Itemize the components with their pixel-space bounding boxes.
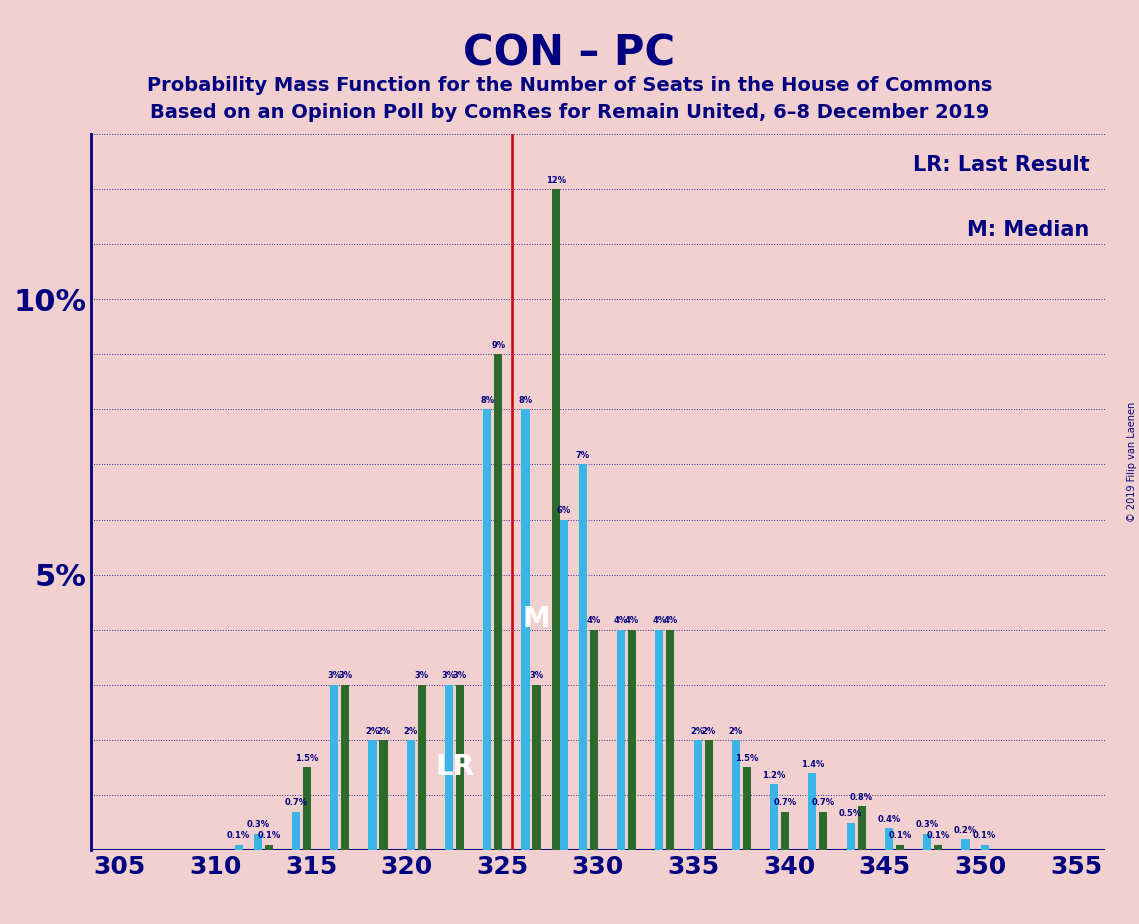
Bar <box>559 519 568 850</box>
Bar <box>445 685 453 850</box>
Bar <box>483 409 491 850</box>
Text: 4%: 4% <box>653 616 666 626</box>
Text: 3%: 3% <box>453 672 467 680</box>
Bar <box>743 768 751 850</box>
Bar <box>858 806 866 850</box>
Bar <box>628 630 637 850</box>
Bar <box>732 740 740 850</box>
Text: 7%: 7% <box>576 451 590 460</box>
Text: 2%: 2% <box>366 726 379 736</box>
Bar <box>961 839 969 850</box>
Text: CON – PC: CON – PC <box>464 32 675 74</box>
Bar <box>292 811 300 850</box>
Text: 3%: 3% <box>442 672 456 680</box>
Text: 0.3%: 0.3% <box>246 821 269 829</box>
Bar <box>522 409 530 850</box>
Bar <box>456 685 464 850</box>
Bar <box>379 740 387 850</box>
Bar <box>770 784 778 850</box>
Text: © 2019 Filip van Laenen: © 2019 Filip van Laenen <box>1126 402 1137 522</box>
Bar <box>494 354 502 850</box>
Bar <box>407 740 415 850</box>
Text: 4%: 4% <box>587 616 601 626</box>
Bar <box>551 189 559 850</box>
Bar <box>254 833 262 850</box>
Bar <box>846 822 854 850</box>
Bar <box>923 833 932 850</box>
Text: 0.1%: 0.1% <box>888 832 911 840</box>
Text: M: M <box>523 604 550 633</box>
Text: 2%: 2% <box>376 726 391 736</box>
Text: 0.1%: 0.1% <box>973 832 997 840</box>
Text: 8%: 8% <box>481 396 494 405</box>
Bar <box>532 685 541 850</box>
Text: 0.2%: 0.2% <box>953 826 977 834</box>
Text: 4%: 4% <box>614 616 629 626</box>
Bar <box>655 630 664 850</box>
Text: 2%: 2% <box>702 726 715 736</box>
Text: 0.5%: 0.5% <box>839 809 862 818</box>
Text: 1.4%: 1.4% <box>801 760 825 769</box>
Text: 3%: 3% <box>338 672 352 680</box>
Text: 0.7%: 0.7% <box>285 798 308 808</box>
Bar <box>590 630 598 850</box>
Text: 0.1%: 0.1% <box>926 832 950 840</box>
Text: Probability Mass Function for the Number of Seats in the House of Commons: Probability Mass Function for the Number… <box>147 76 992 95</box>
Text: 2%: 2% <box>690 726 705 736</box>
Text: 3%: 3% <box>530 672 543 680</box>
Bar <box>885 828 893 850</box>
Text: LR: Last Result: LR: Last Result <box>913 155 1090 176</box>
Bar <box>418 685 426 850</box>
Bar <box>896 845 904 850</box>
Text: 3%: 3% <box>327 672 342 680</box>
Text: 1.2%: 1.2% <box>762 771 786 780</box>
Text: 0.1%: 0.1% <box>227 832 251 840</box>
Text: 0.7%: 0.7% <box>812 798 835 808</box>
Bar <box>705 740 713 850</box>
Text: 4%: 4% <box>663 616 678 626</box>
Bar <box>694 740 702 850</box>
Bar <box>235 845 243 850</box>
Bar <box>666 630 674 850</box>
Text: LR: LR <box>435 753 474 782</box>
Text: 12%: 12% <box>546 176 566 185</box>
Text: 9%: 9% <box>491 341 506 350</box>
Text: M: Median: M: Median <box>967 220 1090 240</box>
Bar <box>781 811 789 850</box>
Text: 1.5%: 1.5% <box>295 754 319 763</box>
Text: 0.3%: 0.3% <box>916 821 939 829</box>
Bar <box>809 773 817 850</box>
Bar <box>342 685 350 850</box>
Text: 1.5%: 1.5% <box>736 754 759 763</box>
Text: 0.7%: 0.7% <box>773 798 797 808</box>
Bar <box>368 740 377 850</box>
Bar <box>819 811 828 850</box>
Text: 0.8%: 0.8% <box>850 793 874 802</box>
Text: 8%: 8% <box>518 396 533 405</box>
Bar <box>330 685 338 850</box>
Bar <box>981 845 989 850</box>
Bar <box>579 465 587 850</box>
Text: 2%: 2% <box>729 726 743 736</box>
Text: 0.1%: 0.1% <box>257 832 280 840</box>
Bar <box>264 845 273 850</box>
Text: 6%: 6% <box>557 506 571 516</box>
Bar <box>934 845 942 850</box>
Text: 0.4%: 0.4% <box>877 815 901 823</box>
Text: 2%: 2% <box>403 726 418 736</box>
Text: 4%: 4% <box>625 616 639 626</box>
Text: 3%: 3% <box>415 672 429 680</box>
Bar <box>617 630 625 850</box>
Text: Based on an Opinion Poll by ComRes for Remain United, 6–8 December 2019: Based on an Opinion Poll by ComRes for R… <box>150 103 989 123</box>
Bar <box>303 768 311 850</box>
